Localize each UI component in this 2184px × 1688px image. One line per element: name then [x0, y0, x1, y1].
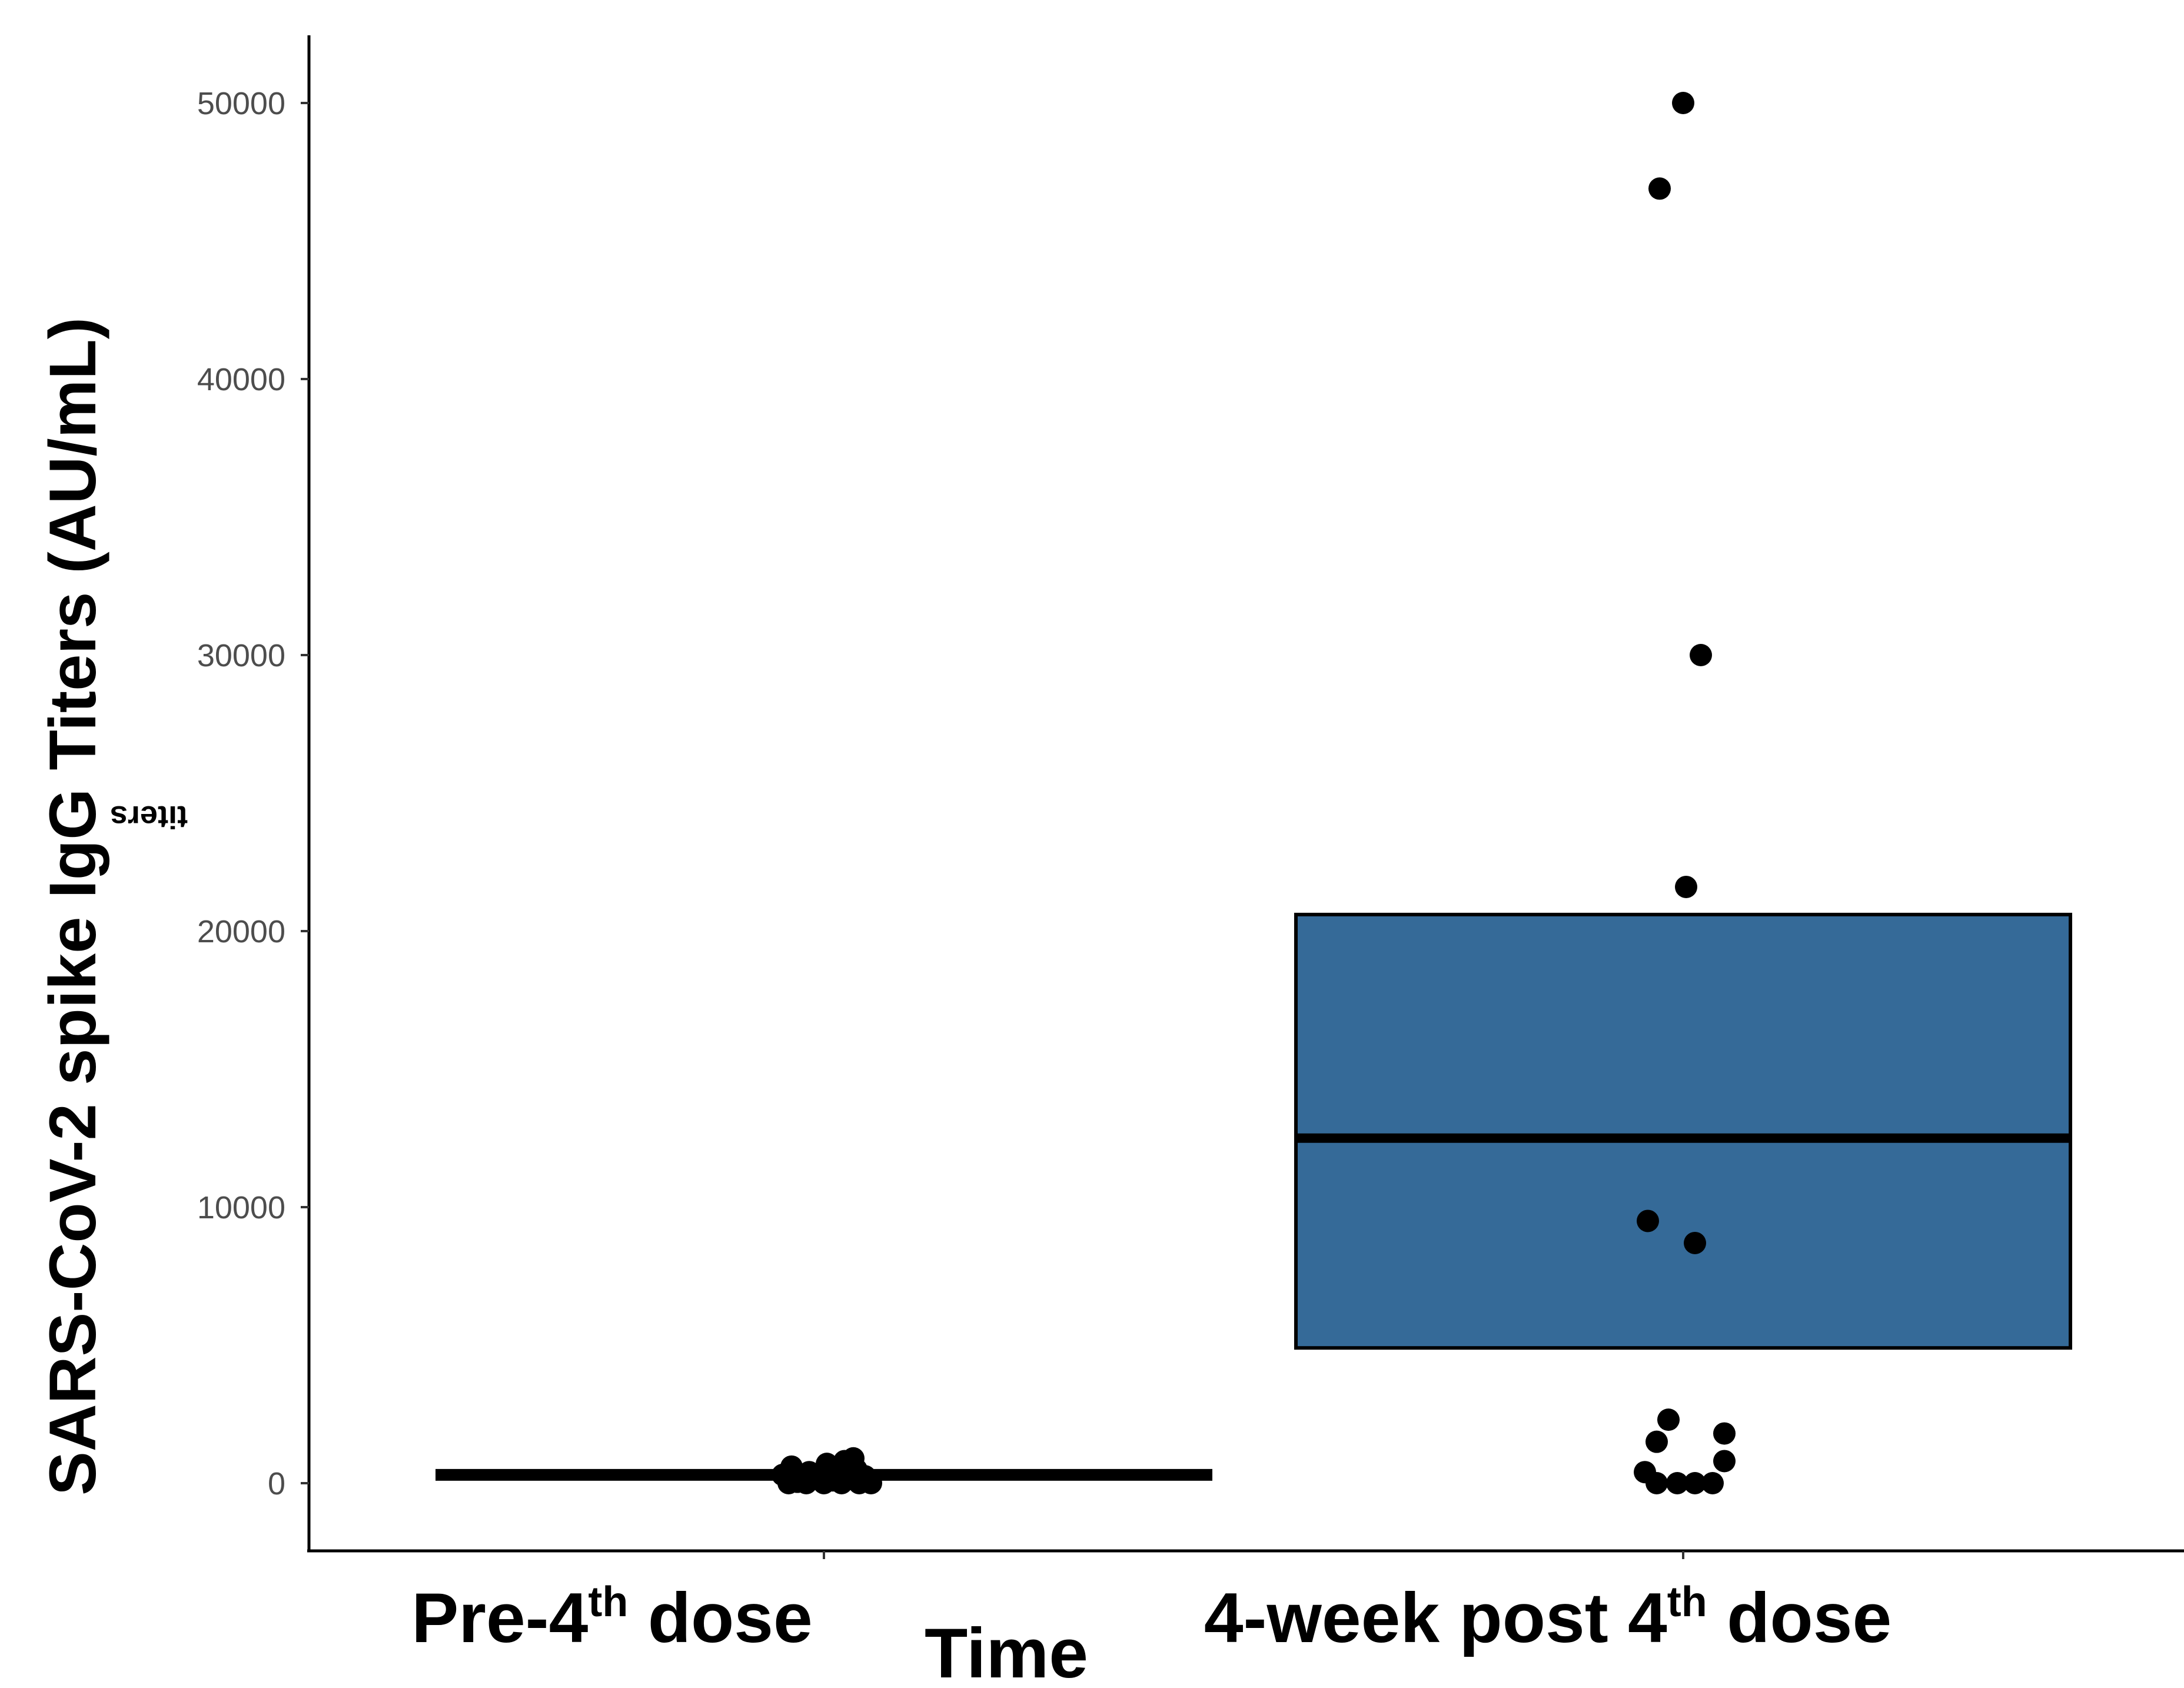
data-points [772, 92, 1736, 1494]
data-point [816, 1453, 838, 1476]
data-point [1666, 1472, 1688, 1494]
y-axis-title: SARS-CoV-2 spike IgG Titers (AU/mL) [36, 317, 109, 1496]
data-point [1684, 1472, 1706, 1494]
y-tick-label: 10000 [197, 1190, 285, 1225]
box-body [1294, 912, 2072, 1350]
data-point [1684, 1231, 1706, 1254]
x-category-label-sup: th [1667, 1579, 1707, 1626]
x-category-label-main: Pre-4 [411, 1579, 588, 1657]
y-axis-ghost-label: titers [110, 799, 188, 835]
x-category-label: 4-week post 4th dose [1204, 1579, 1892, 1657]
x-category-label-main: 4-week post 4 [1204, 1579, 1667, 1657]
y-ticks: 0 10000 20000 30000 40000 50000 [197, 86, 309, 1501]
data-point [1646, 1472, 1668, 1494]
x-category-label-sup: th [588, 1579, 628, 1626]
data-point [1637, 1209, 1659, 1232]
data-point [1675, 875, 1697, 898]
x-category-labels: Pre-4th dose 4-week post 4th dose [411, 1579, 1892, 1657]
data-point [1713, 1450, 1736, 1473]
y-tick-label: 50000 [197, 86, 285, 121]
data-point [1690, 644, 1712, 666]
data-point [1657, 1408, 1680, 1431]
data-point [1701, 1472, 1724, 1494]
x-axis-title: Time [925, 1614, 1088, 1688]
y-tick-label: 0 [268, 1466, 285, 1501]
data-point [842, 1447, 865, 1470]
axes [307, 35, 2184, 1553]
y-tick-label: 30000 [197, 638, 285, 673]
data-point [1648, 177, 1671, 200]
x-category-label-rest: dose [1707, 1579, 1892, 1657]
y-tick-label: 40000 [197, 362, 285, 397]
data-point [1672, 92, 1694, 114]
x-ticks [823, 1551, 1684, 1559]
y-tick-label: 20000 [197, 914, 285, 949]
data-point [1646, 1430, 1668, 1453]
data-point [798, 1461, 820, 1484]
x-category-label-rest: dose [628, 1579, 812, 1657]
boxes [436, 912, 2072, 1481]
x-category-label: Pre-4th dose [411, 1579, 813, 1657]
data-point [780, 1455, 803, 1478]
data-point [1713, 1422, 1736, 1445]
